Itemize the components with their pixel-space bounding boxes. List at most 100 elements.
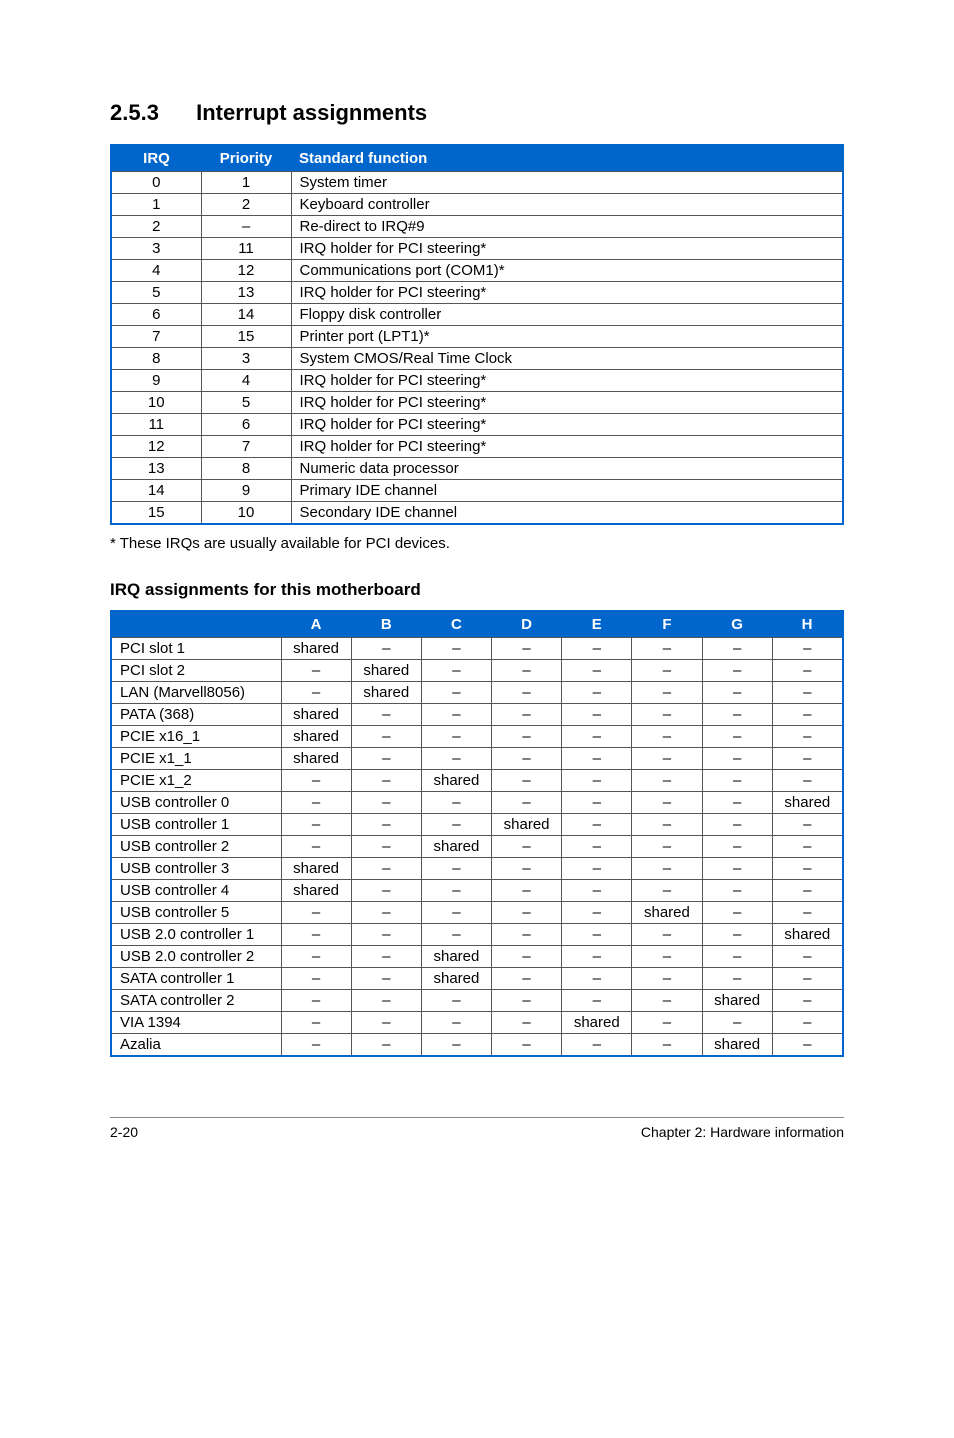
table-cell: – <box>772 814 843 836</box>
table-cell: Re-direct to IRQ#9 <box>291 216 843 238</box>
table-cell: – <box>351 770 421 792</box>
table-cell: – <box>702 770 772 792</box>
table-cell: shared <box>702 990 772 1012</box>
table-row: 116IRQ holder for PCI steering* <box>111 414 843 436</box>
table-cell: – <box>632 704 702 726</box>
table-cell: – <box>632 770 702 792</box>
table-cell: – <box>772 968 843 990</box>
table-cell: – <box>421 792 491 814</box>
table-cell: – <box>702 748 772 770</box>
table-row: USB controller 3shared––––––– <box>111 858 843 880</box>
table-cell: – <box>351 704 421 726</box>
table-cell: – <box>702 836 772 858</box>
table-row: PCIE x1_2––shared––––– <box>111 770 843 792</box>
table-cell: – <box>421 660 491 682</box>
table-cell: shared <box>772 924 843 946</box>
column-header: H <box>772 611 843 638</box>
table-cell: – <box>562 748 632 770</box>
table-cell: – <box>702 638 772 660</box>
table-cell: – <box>492 902 562 924</box>
section-number: 2.5.3 <box>110 100 190 126</box>
table-row: 1510Secondary IDE channel <box>111 502 843 525</box>
table-row: 715Printer port (LPT1)* <box>111 326 843 348</box>
table-cell: – <box>351 924 421 946</box>
table-row: USB 2.0 controller 1–––––––shared <box>111 924 843 946</box>
table-cell: VIA 1394 <box>111 1012 281 1034</box>
table-cell: 14 <box>201 304 291 326</box>
table-row: 105IRQ holder for PCI steering* <box>111 392 843 414</box>
table-cell: – <box>562 792 632 814</box>
table-cell: – <box>492 990 562 1012</box>
page-footer: 2-20 Chapter 2: Hardware information <box>110 1117 844 1140</box>
table-row: 513IRQ holder for PCI steering* <box>111 282 843 304</box>
table-cell: PCIE x1_1 <box>111 748 281 770</box>
table-cell: – <box>772 748 843 770</box>
page-number: 2-20 <box>110 1124 138 1140</box>
table-cell: 7 <box>201 436 291 458</box>
table-cell: IRQ holder for PCI steering* <box>291 282 843 304</box>
sub-heading: IRQ assignments for this motherboard <box>110 580 844 600</box>
table-cell: shared <box>281 748 351 770</box>
table-cell: USB 2.0 controller 2 <box>111 946 281 968</box>
table-cell: shared <box>562 1012 632 1034</box>
table-cell: Azalia <box>111 1034 281 1057</box>
table-cell: shared <box>281 858 351 880</box>
table-cell: – <box>492 1012 562 1034</box>
table-cell: – <box>492 792 562 814</box>
table-cell: 13 <box>201 282 291 304</box>
table-cell: – <box>562 682 632 704</box>
table-cell: – <box>632 792 702 814</box>
table-cell: – <box>702 924 772 946</box>
table-cell: 11 <box>111 414 201 436</box>
table-cell: – <box>772 704 843 726</box>
table-cell: – <box>492 682 562 704</box>
table-cell: – <box>351 836 421 858</box>
table-cell: shared <box>421 946 491 968</box>
table-cell: – <box>351 946 421 968</box>
table-cell: – <box>632 682 702 704</box>
table-cell: 8 <box>201 458 291 480</box>
table-cell: – <box>492 880 562 902</box>
table-cell: – <box>632 836 702 858</box>
table-cell: – <box>421 902 491 924</box>
table-cell: – <box>632 726 702 748</box>
irq-table: IRQPriorityStandard function 01System ti… <box>110 144 844 525</box>
table-cell: – <box>702 792 772 814</box>
table-cell: – <box>632 924 702 946</box>
table-cell: 15 <box>111 502 201 525</box>
irq-assignments-table: ABCDEFGH PCI slot 1shared–––––––PCI slot… <box>110 610 844 1057</box>
table-cell: – <box>281 990 351 1012</box>
table-cell: 15 <box>201 326 291 348</box>
table-cell: System CMOS/Real Time Clock <box>291 348 843 370</box>
table-cell: – <box>632 638 702 660</box>
table-cell: – <box>562 946 632 968</box>
table-cell: – <box>632 814 702 836</box>
table-cell: 12 <box>201 260 291 282</box>
table-cell: 11 <box>201 238 291 260</box>
column-header: D <box>492 611 562 638</box>
table-cell: – <box>281 902 351 924</box>
table-cell: shared <box>421 968 491 990</box>
table-cell: – <box>281 836 351 858</box>
table-cell: – <box>421 682 491 704</box>
table-cell: – <box>702 682 772 704</box>
table-cell: IRQ holder for PCI steering* <box>291 392 843 414</box>
table-cell: – <box>562 902 632 924</box>
table-cell: – <box>562 660 632 682</box>
table-cell: USB controller 2 <box>111 836 281 858</box>
table-row: USB controller 4shared––––––– <box>111 880 843 902</box>
table-cell: 7 <box>111 326 201 348</box>
table-cell: Keyboard controller <box>291 194 843 216</box>
table-cell: – <box>421 814 491 836</box>
table-cell: – <box>351 902 421 924</box>
table-cell: – <box>421 1034 491 1057</box>
table-cell: 0 <box>111 172 201 194</box>
table-cell: 9 <box>201 480 291 502</box>
table-cell: – <box>702 858 772 880</box>
table-cell: – <box>492 748 562 770</box>
table-cell: 10 <box>201 502 291 525</box>
table-row: PCIE x1_1shared––––––– <box>111 748 843 770</box>
chapter-label: Chapter 2: Hardware information <box>641 1124 844 1140</box>
table-cell: – <box>632 858 702 880</box>
table-cell: shared <box>421 770 491 792</box>
